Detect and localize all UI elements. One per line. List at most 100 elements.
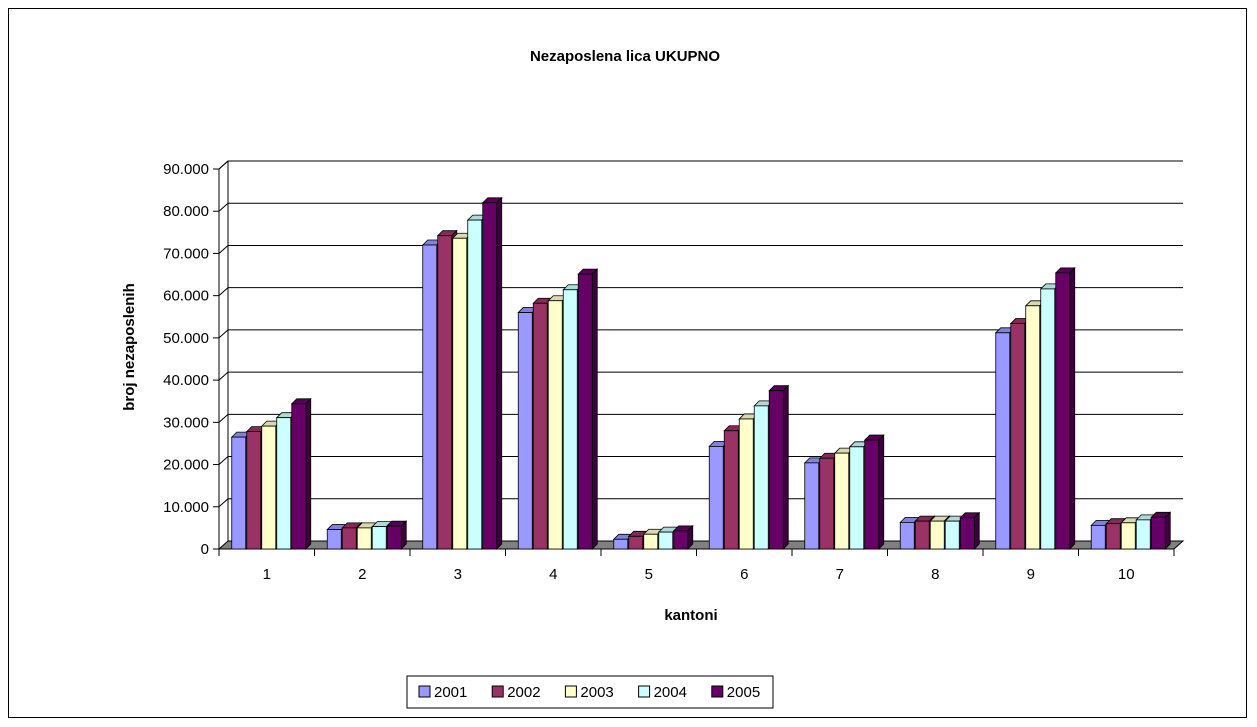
y-tick-label: 20.000 [163,457,209,474]
bar [290,397,312,550]
legend-swatch [711,685,724,698]
bar-front [899,522,915,550]
bar-side [496,196,503,550]
legend-label: 2004 [654,684,687,701]
x-tick-label: 9 [1027,566,1035,583]
x-tick-label: 1 [263,566,271,583]
legend-swatch [491,685,504,698]
y-tick-label: 30.000 [163,414,209,431]
bar-front [1120,522,1136,550]
bar-side [1164,511,1171,550]
bar-front [326,529,342,550]
bar [959,511,981,550]
x-tick-label: 8 [931,566,939,583]
bar-front [768,390,784,550]
x-tick-label: 7 [836,566,844,583]
bar-front [1150,516,1166,550]
legend-label: 2002 [507,684,540,701]
bar-front [944,520,960,550]
bar-front [929,520,945,550]
bar [672,524,694,550]
bar [1054,266,1076,550]
bar-front [1135,519,1151,550]
y-tick-label: 40.000 [163,372,209,389]
bar-front [995,332,1011,550]
bar-front [819,457,835,550]
bar-front [467,219,483,550]
bar-side [782,384,789,550]
x-tick-label: 5 [645,566,653,583]
y-tick-label: 0 [201,541,209,558]
x-tick-label: 6 [740,566,748,583]
bar-front [517,312,533,550]
bar-front [723,430,739,550]
bar [577,268,599,550]
legend-swatch [638,685,651,698]
bar-front [914,520,930,550]
y-tick-label: 80.000 [163,203,209,220]
bar-side [973,511,980,550]
bar [386,520,408,550]
bar-front [422,244,438,550]
bar-front [708,445,724,550]
bar-front [1040,288,1056,550]
y-tick-label: 50.000 [163,330,209,347]
y-axis-label: broj nezaposlenih [121,283,138,411]
bar [1150,511,1172,550]
bar-front [231,436,247,550]
bar [768,384,790,550]
bar-front [643,533,659,550]
bar-front [864,439,880,550]
bar-side [305,397,312,550]
bar-front [356,527,372,550]
bar-side [591,268,598,550]
chart-title: Nezaposlena lica UKUPNO [530,48,720,65]
bar-front [437,235,453,550]
legend-label: 2001 [434,684,467,701]
bar-front [562,289,578,550]
bar-front [341,527,357,550]
x-tick-label: 2 [358,566,366,583]
y-tick-label: 90.000 [163,161,209,178]
bar-front [738,418,754,550]
wall-edge [218,160,229,170]
bar-front [577,273,593,550]
bar-front [1010,323,1026,550]
bar-front [1055,272,1071,550]
bar-front [849,446,865,550]
bar-front [834,452,850,550]
x-tick-label: 10 [1118,566,1135,583]
bar-front [452,237,468,550]
bar-side [878,434,885,550]
legend: 2001 2002 2003 2004 2005 [406,675,774,709]
bar [481,196,503,550]
bar-front [628,535,644,550]
bar-front [261,425,277,550]
bar-front [1090,524,1106,550]
legend-label: 2003 [580,684,613,701]
bar-front [291,403,307,550]
bar-front [532,302,548,550]
legend-swatch [564,685,577,698]
bar-front [804,462,820,550]
bar-front [1025,305,1041,550]
bar-side [400,520,407,550]
bar-front [482,202,498,550]
bar-front [276,417,292,550]
x-axis-label: kantoni [664,607,717,624]
bar-side [1069,266,1076,550]
bar-front [1105,523,1121,550]
y-tick-label: 10.000 [163,499,209,516]
x-tick-label: 4 [549,566,557,583]
bar-front [658,531,674,550]
y-tick-label: 70.000 [163,245,209,262]
legend-label: 2005 [727,684,760,701]
bar-front [753,405,769,550]
legend-swatch [418,685,431,698]
x-tick-label: 3 [454,566,462,583]
bar-front [371,526,387,550]
plot-area: 0 10.000 20.000 30.000 40.000 50.000 60.000 70.… [163,160,1185,583]
chart-frame: Nezaposlena lica UKUPNO kantoni broj nez… [8,8,1247,718]
y-tick-label: 60.000 [163,288,209,305]
bar [863,434,885,550]
